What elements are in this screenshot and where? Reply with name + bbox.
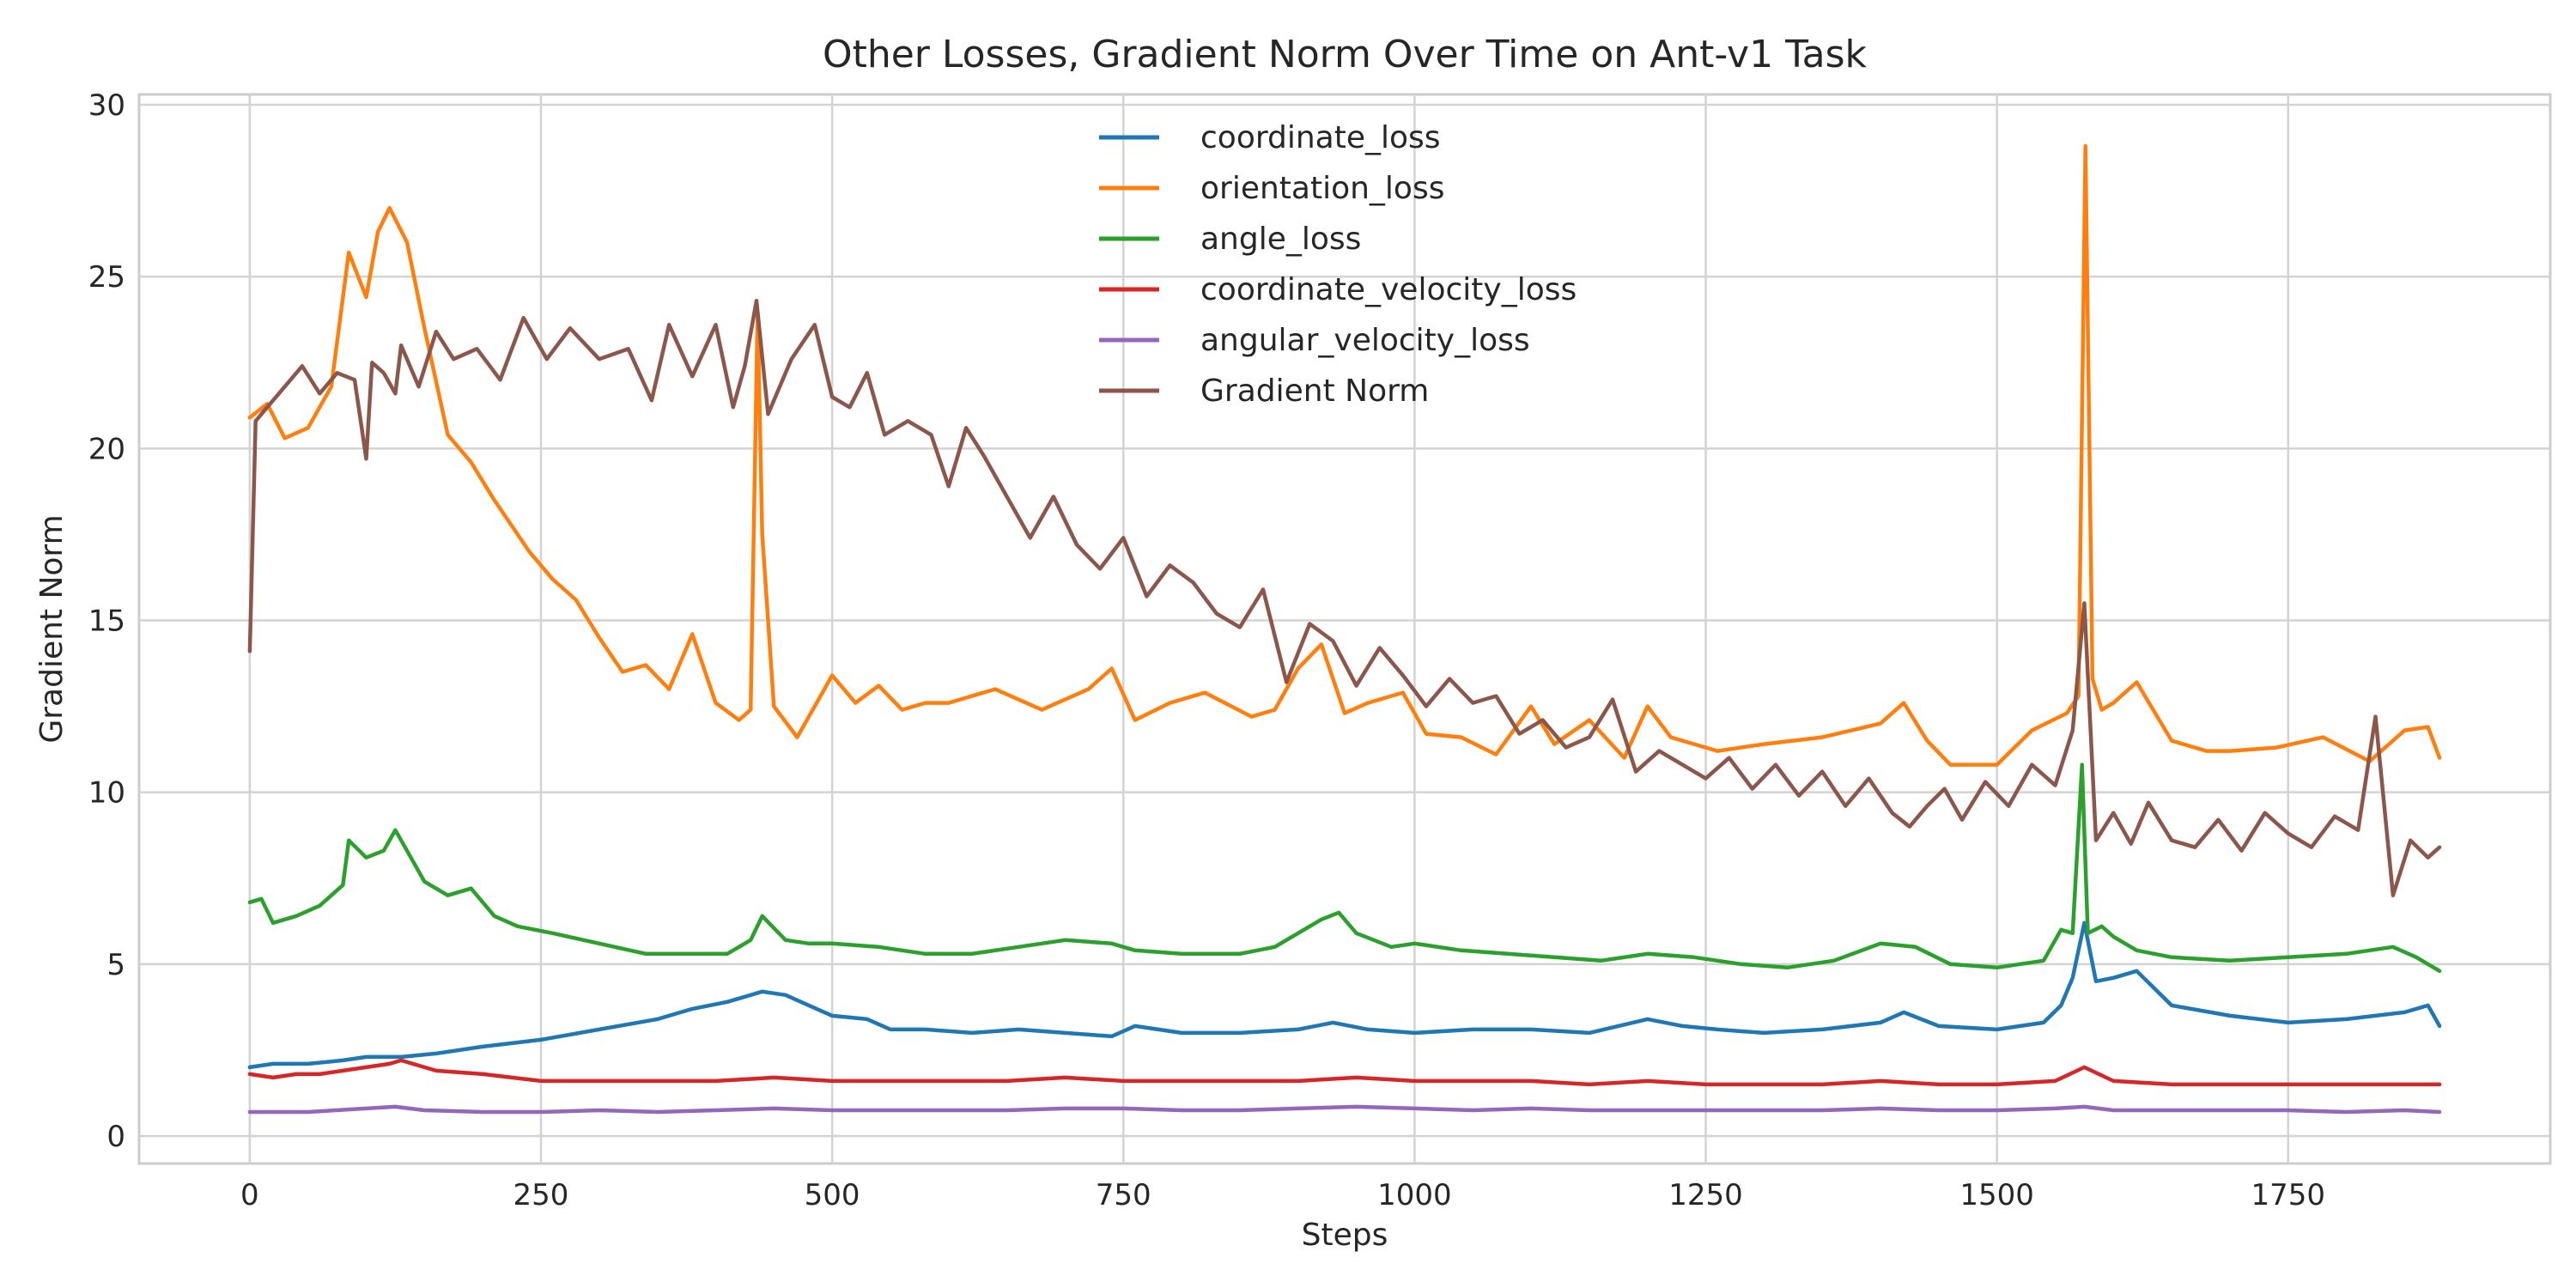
y-axis-label: Gradient Norm bbox=[34, 514, 70, 743]
legend: coordinate_loss orientation_loss angle_los… bbox=[1099, 120, 1577, 409]
series-line-angular-velocity-loss bbox=[247, 1104, 2442, 1115]
y-tick-label: 30 bbox=[88, 88, 125, 123]
legend-label-coordinate-loss: coordinate_loss bbox=[1200, 120, 1441, 155]
legend-label-angle-loss: angle_loss bbox=[1200, 222, 1361, 257]
x-tick-label: 1500 bbox=[1959, 1178, 2034, 1212]
y-tick-label: 5 bbox=[106, 948, 125, 982]
y-tick-label: 10 bbox=[88, 776, 125, 811]
series-line-angle-loss bbox=[247, 762, 2442, 974]
grid-lines bbox=[139, 94, 2550, 1163]
y-tick-label: 15 bbox=[88, 604, 125, 638]
legend-label-angular-velocity-loss: angular_velocity_loss bbox=[1200, 323, 1530, 358]
legend-label-orientation-loss: orientation_loss bbox=[1200, 171, 1444, 206]
x-axis-label: Steps bbox=[1302, 1218, 1388, 1253]
series-line-orientation-loss bbox=[247, 143, 2442, 767]
x-tick-label: 1250 bbox=[1668, 1178, 1743, 1212]
series-lines bbox=[247, 143, 2442, 1115]
x-tick-label: 750 bbox=[1096, 1178, 1151, 1212]
x-tick-label: 1750 bbox=[2251, 1178, 2326, 1212]
x-tick-label: 0 bbox=[240, 1178, 259, 1212]
y-tick-label: 20 bbox=[88, 432, 125, 466]
series-line-coordinate-loss bbox=[247, 920, 2442, 1070]
legend-label-coordinate-velocity-loss: coordinate_velocity_loss bbox=[1200, 272, 1577, 307]
x-tick-label: 250 bbox=[513, 1178, 569, 1212]
legend-label-gradient-norm: Gradient Norm bbox=[1200, 374, 1429, 409]
y-tick-label: 0 bbox=[106, 1120, 125, 1154]
chart-title: Other Losses, Gradient Norm Over Time on… bbox=[823, 33, 1868, 76]
x-tick-label: 500 bbox=[805, 1178, 860, 1212]
x-tick-label: 1000 bbox=[1377, 1178, 1452, 1212]
tick-labels: 0 250 500 750 1000 1250 1500 1750 0 5 10 15 20 25 30 bbox=[88, 88, 2325, 1212]
series-line-coordinate-velocity-loss bbox=[247, 1058, 2442, 1087]
series-line-gradient-norm bbox=[247, 298, 2442, 897]
y-tick-label: 25 bbox=[88, 260, 125, 295]
